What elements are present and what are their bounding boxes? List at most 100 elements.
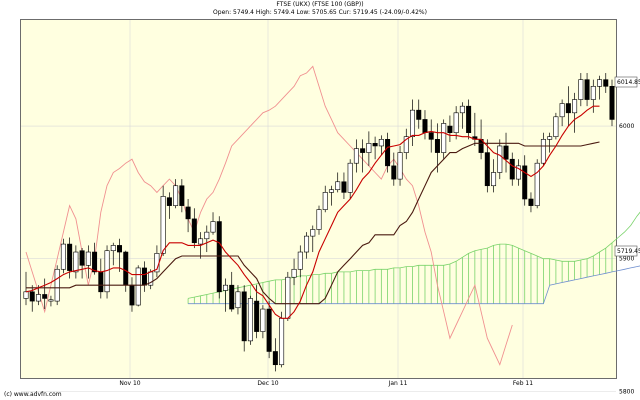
plot-area — [20, 19, 617, 379]
candle-down — [391, 165, 397, 180]
y-tick-label: 5900 — [619, 256, 634, 263]
chikou-span-line — [25, 65, 513, 366]
candle-down — [185, 206, 191, 220]
senkou-span-b-line — [188, 265, 640, 305]
candle-up — [491, 172, 497, 187]
candle-down — [565, 103, 571, 114]
candle-up — [54, 268, 60, 302]
candle-down — [522, 165, 528, 200]
candle-up — [316, 209, 322, 230]
candle-down — [422, 119, 428, 134]
candle-down — [509, 158, 515, 180]
candle-up — [441, 123, 447, 153]
candle-down — [29, 291, 35, 302]
candle-down — [466, 105, 472, 134]
candle-up — [597, 79, 603, 87]
price-marker-box — [614, 76, 638, 88]
candle-up — [335, 181, 341, 191]
candle-up — [291, 268, 297, 278]
candle-up — [73, 251, 79, 273]
candle-down — [67, 243, 73, 271]
candle-down — [272, 351, 278, 366]
candle-up — [198, 238, 204, 245]
candle-up — [328, 189, 334, 193]
x-tick-label: Feb 11 — [513, 380, 533, 387]
candle-up — [572, 99, 578, 114]
candle-down — [79, 250, 85, 266]
candle-up — [235, 291, 241, 309]
candle-up — [279, 318, 285, 366]
candle-down — [241, 291, 247, 342]
candle-up — [48, 299, 54, 302]
candle-down — [42, 294, 48, 299]
candle-down — [603, 79, 609, 87]
candle-up — [397, 152, 403, 180]
candle-up — [353, 148, 359, 164]
candle-up — [304, 235, 310, 253]
candle-down — [166, 197, 172, 206]
candle-up — [590, 85, 596, 100]
candle-up — [173, 185, 179, 206]
candle-down — [229, 284, 235, 310]
candle-down — [129, 284, 135, 306]
candle-up — [378, 139, 384, 147]
candle-up — [497, 145, 503, 173]
price-marker-label: 6014.85 — [617, 79, 640, 86]
candle-down — [179, 185, 185, 206]
y-tick-label: 5800 — [619, 388, 634, 395]
kijun-sen-line — [26, 141, 600, 305]
price-marker-label: 5719.45 — [617, 248, 640, 255]
candle-down — [416, 109, 422, 120]
candle-down — [528, 198, 534, 206]
candle-up — [553, 116, 559, 137]
footer-credit: (c) www.advfn.com — [4, 391, 62, 398]
y-tick-label: 6000 — [619, 123, 634, 130]
candle-down — [503, 145, 509, 160]
x-tick-label: Nov 10 — [119, 380, 140, 387]
x-tick-label: Dec 10 — [257, 380, 278, 387]
candle-up — [540, 139, 546, 164]
chart-ohlc-line: Open: 5749.4 High: 5749.4 Low: 5705.65 C… — [213, 9, 427, 16]
candle-up — [110, 245, 116, 252]
candle-up — [260, 308, 266, 332]
chart-title: FTSE (UKX) (FTSE 100 (GBP)) — [276, 1, 364, 8]
candle-up — [222, 284, 228, 291]
candle-up — [366, 143, 372, 153]
candle-up — [85, 251, 91, 266]
candle-up — [285, 276, 291, 319]
candle-down — [360, 148, 366, 153]
candle-up — [322, 192, 328, 210]
candle-down — [584, 79, 590, 100]
candle-up — [210, 221, 216, 233]
chart-header: FTSE (UKX) (FTSE 100 (GBP)) Open: 5749.4… — [0, 0, 640, 18]
senkou-span-a-line — [188, 211, 640, 299]
candle-down — [341, 181, 347, 193]
candle-down — [141, 267, 147, 286]
x-tick-label: Jan 11 — [388, 380, 408, 387]
candle-down — [216, 221, 222, 293]
candle-down — [254, 300, 260, 332]
candle-up — [247, 298, 253, 342]
candle-up — [310, 229, 316, 237]
candle-up — [515, 165, 521, 180]
candle-down — [434, 139, 440, 153]
candle-down — [117, 245, 123, 253]
candle-up — [60, 243, 66, 270]
candle-up — [135, 267, 141, 306]
tenkan-sen-line — [25, 105, 600, 319]
candle-down — [609, 85, 615, 120]
candle-up — [23, 291, 29, 299]
candle-down — [191, 218, 197, 244]
candle-up — [559, 103, 565, 118]
candle-up — [534, 162, 540, 206]
candle-down — [98, 271, 104, 293]
candle-down — [92, 251, 98, 273]
candle-down — [428, 132, 434, 140]
candle-down — [123, 251, 129, 286]
candle-down — [266, 308, 272, 352]
candle-up — [578, 79, 584, 100]
candle-up — [410, 109, 416, 137]
candle-up — [347, 162, 353, 193]
price-marker-box — [614, 245, 638, 257]
